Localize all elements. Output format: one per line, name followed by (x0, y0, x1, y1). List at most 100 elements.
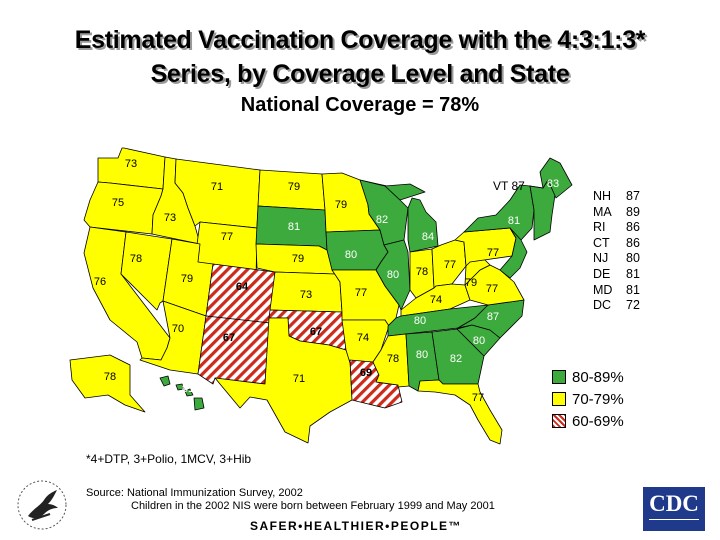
state-value-id: 73 (164, 212, 176, 224)
legend-item: 80-89% (552, 366, 624, 388)
state-value-ut: 79 (181, 273, 193, 285)
legend-label: 70-79% (572, 390, 624, 408)
small-states-list: NH 87 MA 89 RI 86 CT 86 NJ 80 DE 81 MD 81 DC 72 (593, 189, 640, 314)
tagline: SAFER•HEALTHIER•PEOPLE™ (250, 519, 463, 533)
state-value-nc: 87 (487, 311, 499, 323)
cdc-logo-text: CDC (649, 491, 699, 516)
small-state-code: NH (593, 189, 612, 203)
state-value-co: 64 (236, 281, 249, 293)
state-il (375, 239, 411, 311)
state-value-nv: 78 (130, 253, 142, 265)
small-state-value: 80 (626, 251, 640, 266)
state-value-mt: 71 (211, 181, 223, 193)
state-mid-atl (499, 227, 528, 279)
state-value-ks: 73 (300, 289, 312, 301)
state-value-la: 69 (360, 367, 372, 379)
state-value-nm: 67 (223, 332, 235, 344)
state-value-in: 78 (416, 266, 428, 278)
small-state-row: DC 72 (593, 298, 640, 314)
state-co (205, 263, 276, 324)
small-state-value: 89 (626, 204, 640, 219)
state-ms (372, 333, 410, 388)
state-value-ok: 67 (310, 326, 322, 338)
state-value-wa: 73 (125, 158, 137, 170)
footnote: *4+DTP, 3+Polio, 1MCV, 3+Hib (86, 452, 252, 466)
title-line-2: Series, by Coverage Level and State (150, 60, 570, 88)
small-state-value: 81 (626, 282, 640, 297)
small-state-row: MD 81 (593, 283, 640, 299)
small-state-value: 81 (626, 266, 640, 281)
state-value-hi: 81 (182, 383, 194, 395)
state-value-ny: 81 (508, 215, 520, 227)
state-value-ar: 74 (357, 332, 369, 344)
state-value-va: 77 (486, 283, 498, 295)
state-value-ga: 82 (450, 353, 462, 365)
state-value-nd: 79 (288, 181, 300, 193)
small-state-code: MA (593, 204, 612, 219)
state-tx (214, 317, 353, 444)
legend-label: 60-69% (572, 412, 624, 430)
small-state-value: 86 (626, 235, 640, 250)
small-state-row: NJ 80 (593, 251, 640, 267)
legend-item: 70-79% (552, 388, 624, 410)
hhs-eagle-seal-icon (17, 480, 67, 530)
small-state-value: 87 (626, 189, 640, 203)
state-value-ms: 78 (387, 353, 399, 365)
small-state-value: 86 (626, 220, 640, 235)
small-state-code: NJ (593, 251, 609, 266)
legend-swatch (552, 414, 566, 428)
state-value-mn: 79 (335, 199, 347, 211)
source-note: Source: National Immunization Survey, 20… (86, 487, 495, 513)
cdc-logo-icon: CDC (643, 487, 705, 531)
legend-label: 80-89% (572, 368, 624, 386)
state-hi (159, 375, 205, 411)
state-value-il: 80 (387, 269, 399, 281)
state-value-ne: 79 (292, 253, 304, 265)
small-state-row: CT 86 (593, 236, 640, 252)
state-value-ca: 76 (94, 276, 106, 288)
legend-swatch (552, 370, 566, 384)
state-value-wi: 82 (376, 214, 388, 226)
state-ak (69, 354, 146, 413)
state-value-ky: 74 (430, 294, 442, 306)
small-state-row: RI 86 (593, 220, 640, 236)
state-nm (197, 315, 271, 385)
state-value-tx: 71 (293, 373, 305, 385)
small-state-code: MD (593, 282, 613, 297)
state-mi (384, 183, 439, 253)
small-state-code: RI (593, 220, 606, 235)
state-value-tn: 80 (414, 315, 426, 327)
vt-callout: VT 87 (493, 179, 525, 193)
state-value-me: 83 (547, 178, 559, 190)
state-value-fl: 77 (472, 392, 484, 404)
small-state-code: CT (593, 235, 610, 250)
national-coverage-subtitle: National Coverage = 78% (240, 94, 480, 116)
small-state-row: DE 81 (593, 267, 640, 283)
state-value-ak: 78 (104, 371, 116, 383)
state-value-al: 80 (416, 349, 428, 361)
state-value-mi: 84 (422, 231, 434, 243)
state-value-sd: 81 (288, 221, 300, 233)
legend-item: 60-69% (552, 410, 624, 432)
state-value-wy: 77 (221, 231, 233, 243)
source-line: Source: National Immunization Survey, 20… (86, 487, 303, 499)
state-me (539, 157, 573, 199)
state-value-sc: 80 (473, 335, 485, 347)
small-state-row: MA 89 (593, 205, 640, 221)
state-fl (417, 379, 503, 445)
legend-swatch (552, 392, 566, 406)
small-state-code: DE (593, 266, 611, 281)
vt-callout-line (529, 185, 544, 189)
state-value-pa: 77 (487, 247, 499, 259)
legend: 80-89% 70-79% 60-69% (552, 366, 624, 432)
state-value-wv: 79 (465, 277, 477, 289)
state-value-mo: 77 (355, 287, 367, 299)
small-state-row: NH 87 (593, 189, 640, 205)
source-subline: Children in the 2002 NIS were born betwe… (131, 500, 495, 512)
state-value-ia: 80 (345, 249, 357, 261)
state-value-or: 75 (112, 197, 124, 209)
state-value-oh: 77 (444, 259, 456, 271)
small-state-value: 72 (626, 298, 640, 313)
title-line-1: Estimated Vaccination Coverage with the … (74, 26, 646, 54)
